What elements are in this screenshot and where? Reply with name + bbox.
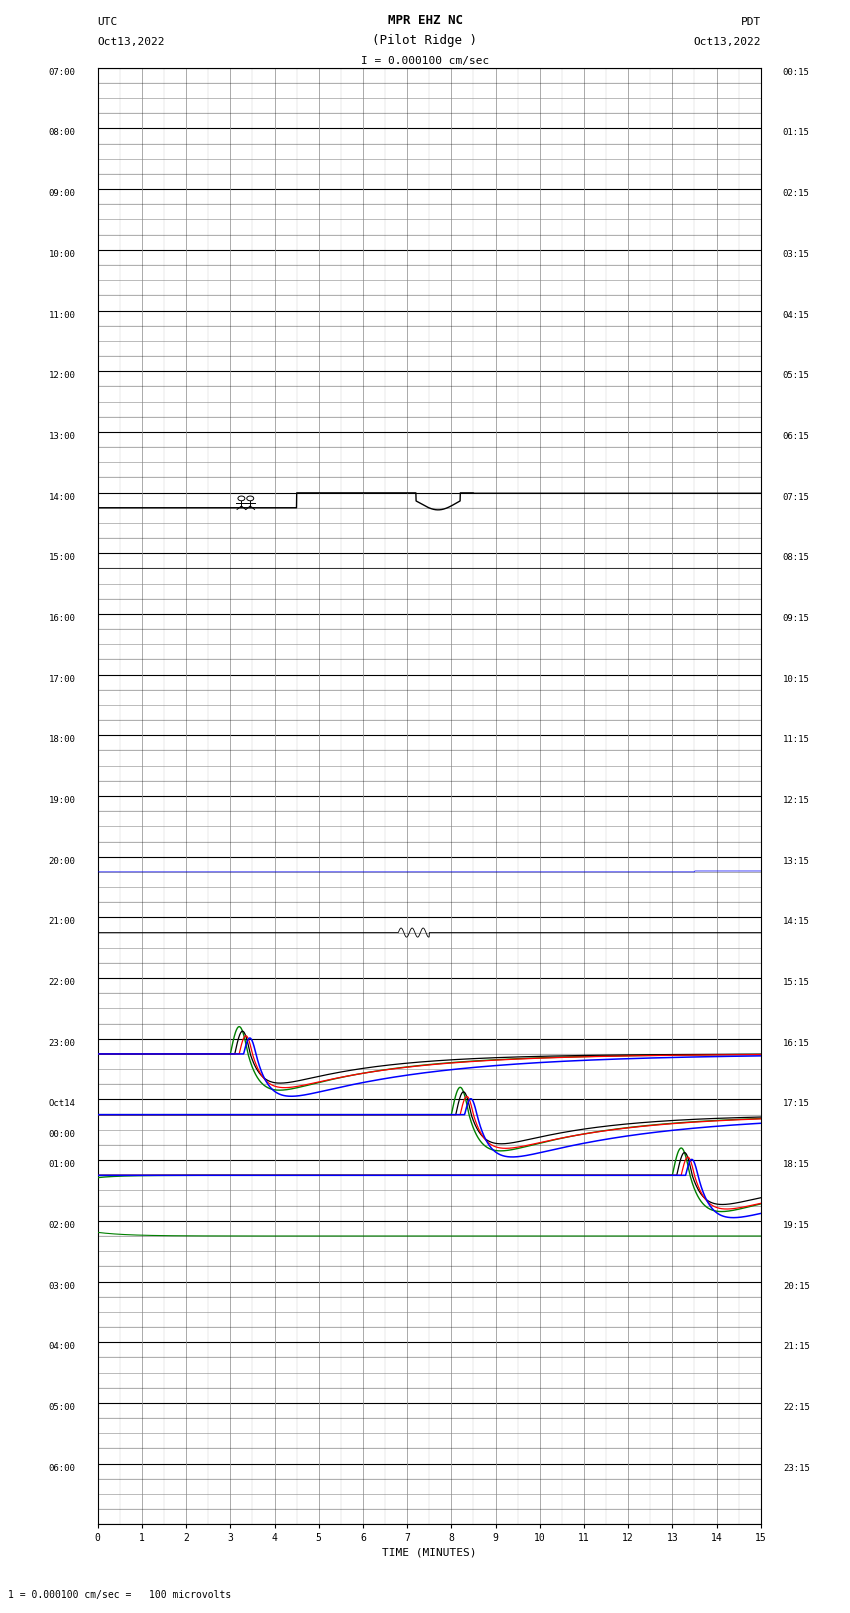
Text: 20:00: 20:00 [48,857,76,866]
Text: 15:00: 15:00 [48,553,76,563]
Text: 07:00: 07:00 [48,68,76,77]
Text: 09:00: 09:00 [48,189,76,198]
Text: 08:00: 08:00 [48,129,76,137]
Text: 12:00: 12:00 [48,371,76,381]
Text: 07:15: 07:15 [783,492,810,502]
Text: 05:15: 05:15 [783,371,810,381]
Text: 06:15: 06:15 [783,432,810,440]
Text: 13:15: 13:15 [783,857,810,866]
Text: 00:15: 00:15 [783,68,810,77]
Text: 17:15: 17:15 [783,1100,810,1108]
Text: 01:00: 01:00 [48,1160,76,1169]
Text: 15:15: 15:15 [783,977,810,987]
Text: 02:00: 02:00 [48,1221,76,1229]
Text: 14:00: 14:00 [48,492,76,502]
Text: UTC: UTC [98,18,118,27]
Text: Oct13,2022: Oct13,2022 [694,37,761,47]
Text: 12:15: 12:15 [783,797,810,805]
Text: 00:00: 00:00 [48,1129,76,1139]
Text: 03:15: 03:15 [783,250,810,258]
Text: MPR EHZ NC: MPR EHZ NC [388,15,462,27]
Text: 21:00: 21:00 [48,918,76,926]
Text: 11:00: 11:00 [48,311,76,319]
Text: 23:00: 23:00 [48,1039,76,1048]
Text: 19:15: 19:15 [783,1221,810,1229]
Text: 08:15: 08:15 [783,553,810,563]
Text: PDT: PDT [740,18,761,27]
Text: (Pilot Ridge ): (Pilot Ridge ) [372,34,478,47]
Text: 09:15: 09:15 [783,615,810,623]
Text: 21:15: 21:15 [783,1342,810,1352]
Text: 20:15: 20:15 [783,1281,810,1290]
Text: 22:00: 22:00 [48,977,76,987]
Text: 18:00: 18:00 [48,736,76,744]
Text: 11:15: 11:15 [783,736,810,744]
Text: I = 0.000100 cm/sec: I = 0.000100 cm/sec [361,56,489,66]
Text: Oct14: Oct14 [48,1100,76,1108]
Text: 16:15: 16:15 [783,1039,810,1048]
Text: 13:00: 13:00 [48,432,76,440]
Text: 10:00: 10:00 [48,250,76,258]
Text: 14:15: 14:15 [783,918,810,926]
Text: 04:00: 04:00 [48,1342,76,1352]
Text: 16:00: 16:00 [48,615,76,623]
X-axis label: TIME (MINUTES): TIME (MINUTES) [382,1547,477,1558]
Text: 23:15: 23:15 [783,1463,810,1473]
Text: 05:00: 05:00 [48,1403,76,1411]
Text: 01:15: 01:15 [783,129,810,137]
Text: 17:00: 17:00 [48,674,76,684]
Text: 06:00: 06:00 [48,1463,76,1473]
Text: 10:15: 10:15 [783,674,810,684]
Text: 1 = 0.000100 cm/sec =   100 microvolts: 1 = 0.000100 cm/sec = 100 microvolts [8,1590,232,1600]
Text: 03:00: 03:00 [48,1281,76,1290]
Text: Oct13,2022: Oct13,2022 [98,37,165,47]
Text: 18:15: 18:15 [783,1160,810,1169]
Text: 19:00: 19:00 [48,797,76,805]
Text: 02:15: 02:15 [783,189,810,198]
Text: 04:15: 04:15 [783,311,810,319]
Text: 22:15: 22:15 [783,1403,810,1411]
